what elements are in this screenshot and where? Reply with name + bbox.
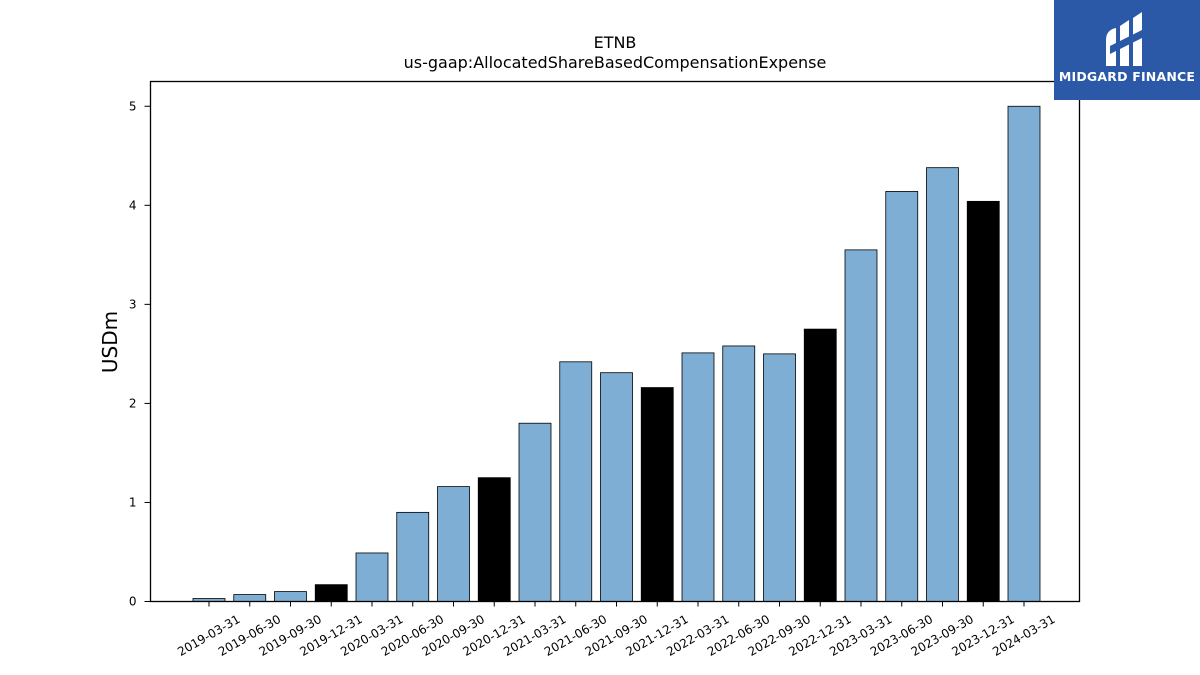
- logo-text: MIDGARD FINANCE: [1058, 69, 1196, 84]
- y-tick-label: 3: [129, 297, 137, 311]
- bar-2021-03-31: [518, 422, 552, 602]
- bar-2022-03-31: [681, 352, 715, 602]
- bar-2020-06-30: [396, 511, 430, 602]
- y-tick-label: 0: [129, 595, 137, 609]
- bar-2020-09-30: [437, 486, 470, 602]
- bar-2022-06-30: [722, 345, 756, 602]
- bar-2019-12-31: [314, 584, 348, 602]
- midgard-logo-icon: [1106, 12, 1146, 66]
- x-ticks-group: 2019-03-312019-06-302019-09-302019-12-31…: [175, 601, 1058, 659]
- y-tick-label: 5: [129, 99, 137, 113]
- bar-2023-12-31: [966, 200, 1000, 602]
- bar-2020-03-31: [355, 552, 389, 602]
- midgard-finance-logo: MIDGARD FINANCE: [1054, 0, 1200, 100]
- chart-title: ETNB: [594, 33, 637, 52]
- bar-2023-09-30: [926, 167, 959, 602]
- y-tick-label: 4: [129, 198, 137, 212]
- bars-group: [192, 105, 1041, 602]
- chart-subtitle: us-gaap:AllocatedShareBasedCompensationE…: [404, 53, 827, 72]
- plot-frame: [149, 80, 1081, 603]
- bar-2023-03-31: [844, 249, 878, 602]
- bar-2024-03-31: [1007, 105, 1041, 602]
- y-axis-label: USDm: [98, 311, 122, 373]
- bar-2021-12-31: [640, 387, 674, 602]
- bar-2021-06-30: [559, 361, 593, 602]
- y-tick-label: 1: [129, 495, 137, 509]
- bar-2019-06-30: [233, 594, 267, 602]
- bar-2019-09-30: [274, 591, 307, 602]
- bar-2023-06-30: [885, 191, 919, 602]
- bar-2021-09-30: [600, 372, 633, 602]
- y-tick-label: 2: [129, 396, 137, 410]
- bar-2020-12-31: [477, 477, 511, 602]
- y-ticks-group: 0 1 2 3 4 5: [129, 99, 151, 609]
- bar-2022-12-31: [803, 328, 837, 602]
- bar-2022-09-30: [763, 353, 796, 602]
